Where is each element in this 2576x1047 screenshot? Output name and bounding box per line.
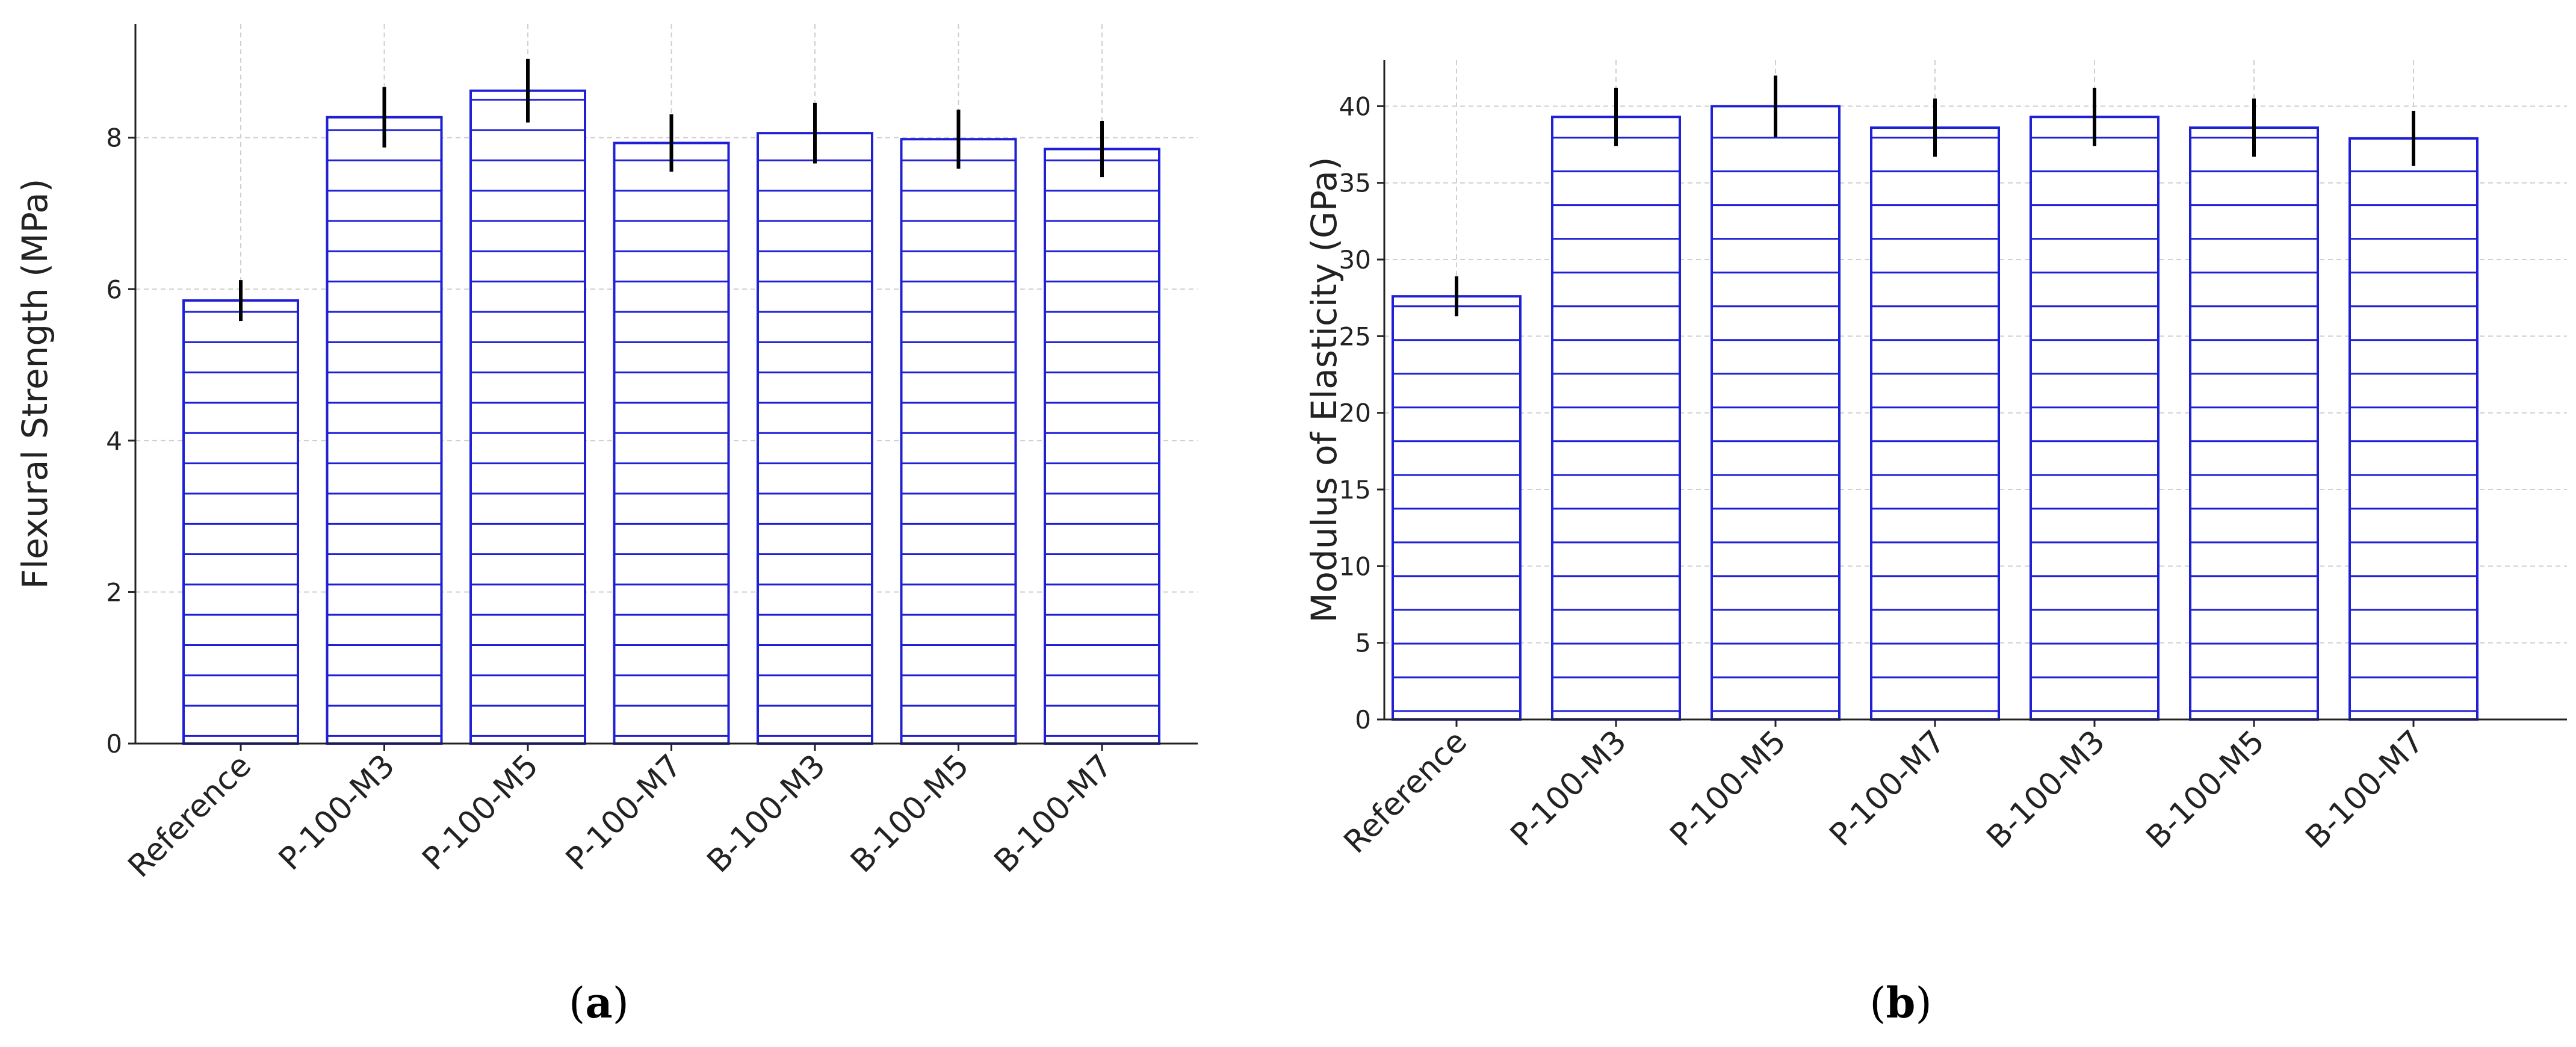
bar-p-100-m7 <box>613 141 730 745</box>
bar-rect <box>2189 126 2319 721</box>
y-tick-label: 5 <box>1355 629 1371 658</box>
y-tick-label: 40 <box>1339 92 1371 121</box>
y-tick-label: 4 <box>106 426 122 456</box>
x-tick-label: B-100-M3 <box>701 748 832 880</box>
bar-rect <box>900 138 1017 745</box>
y-tick-label: 6 <box>106 275 122 304</box>
bar-rect <box>613 141 730 745</box>
y-axis-title: Flexural Strength (MPa) <box>14 179 55 589</box>
bar-b-100-m7 <box>1044 148 1160 745</box>
x-tick-label: B-100-M5 <box>844 748 976 880</box>
panel-label: (b) <box>1869 978 1932 1028</box>
bar-p-100-m7 <box>1870 126 2000 721</box>
x-tick-label: B-100-M5 <box>2140 724 2271 856</box>
bar-rect <box>2348 137 2478 721</box>
x-tick-label: P-100-M3 <box>272 748 402 878</box>
y-tick-label: 20 <box>1339 399 1371 428</box>
panel-label: (a) <box>569 978 629 1028</box>
bar-p-100-m3 <box>1551 116 1681 721</box>
bar-rect <box>1711 105 1841 721</box>
bar-b-100-m5 <box>2189 126 2319 721</box>
x-tick-label: P-100-M5 <box>416 748 546 878</box>
y-axis-title: Modulus of Elasticity (GPa) <box>1304 157 1345 623</box>
bar-b-100-m3 <box>757 132 873 745</box>
bar-b-100-m3 <box>2030 116 2160 721</box>
bar-rect <box>326 116 443 745</box>
bar-p-100-m5 <box>469 89 586 745</box>
x-tick-label: P-100-M7 <box>559 748 689 878</box>
y-tick-label: 30 <box>1339 245 1371 275</box>
x-tick-label: P-100-M7 <box>1823 724 1953 854</box>
y-tick-label: 0 <box>106 729 122 759</box>
bar-b-100-m7 <box>2348 137 2478 721</box>
bar-rect <box>1551 116 1681 721</box>
bar-reference <box>182 299 299 745</box>
bar-p-100-m5 <box>1711 105 1841 721</box>
x-tick-label: B-100-M7 <box>988 748 1119 880</box>
x-tick-label: Reference <box>122 748 259 885</box>
bar-reference <box>1392 295 1522 721</box>
y-tick-label: 25 <box>1339 322 1371 351</box>
bar-rect <box>1870 126 2000 721</box>
bar-rect <box>469 89 586 745</box>
x-tick-label: B-100-M7 <box>2299 724 2431 856</box>
y-tick-label: 15 <box>1339 475 1371 505</box>
bar-b-100-m5 <box>900 138 1017 745</box>
y-tick-label: 2 <box>106 577 122 607</box>
x-tick-label: Reference <box>1337 724 1475 861</box>
bar-p-100-m3 <box>326 116 443 745</box>
y-tick-label: 35 <box>1339 169 1371 198</box>
x-tick-label: P-100-M3 <box>1504 724 1634 854</box>
bar-rect <box>1044 148 1160 745</box>
bar-rect <box>2030 116 2160 721</box>
x-tick-label: P-100-M5 <box>1664 724 1794 854</box>
bar-rect <box>757 132 873 745</box>
x-tick-label: B-100-M3 <box>1980 724 2112 856</box>
y-tick-label: 0 <box>1355 705 1371 735</box>
y-tick-label: 8 <box>106 123 122 153</box>
y-tick-label: 10 <box>1339 551 1371 581</box>
bar-rect <box>182 299 299 745</box>
